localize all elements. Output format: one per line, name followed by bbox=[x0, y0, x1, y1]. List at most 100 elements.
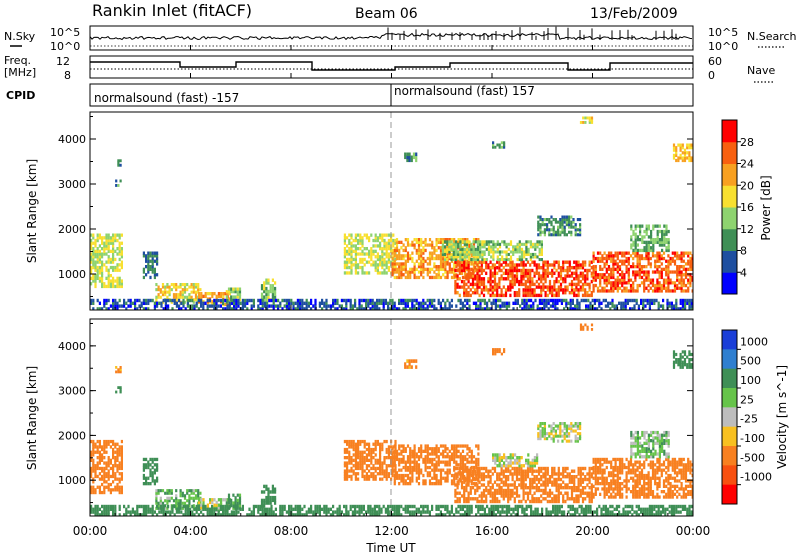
data-cell bbox=[198, 294, 201, 298]
data-cell bbox=[228, 307, 231, 310]
data-cell bbox=[667, 254, 670, 258]
data-cell bbox=[365, 464, 368, 468]
data-cell bbox=[450, 444, 454, 448]
data-cell bbox=[500, 274, 503, 278]
data-cell bbox=[463, 475, 466, 479]
data-cell bbox=[625, 281, 628, 285]
data-cell bbox=[116, 238, 119, 243]
data-cell bbox=[431, 240, 434, 244]
data-cell bbox=[629, 298, 632, 303]
data-cell bbox=[417, 449, 421, 453]
data-cell bbox=[540, 466, 543, 471]
data-cell bbox=[531, 483, 534, 487]
data-cell bbox=[270, 298, 273, 303]
data-cell bbox=[661, 243, 664, 247]
data-cell bbox=[480, 279, 483, 284]
data-cell bbox=[92, 249, 95, 253]
data-cell bbox=[461, 307, 464, 310]
data-cell bbox=[411, 465, 414, 470]
data-cell bbox=[456, 274, 459, 278]
data-cell bbox=[136, 307, 139, 310]
data-cell bbox=[684, 262, 688, 266]
data-cell bbox=[552, 225, 555, 229]
data-cell bbox=[265, 286, 268, 291]
data-cell bbox=[310, 307, 313, 310]
data-cell bbox=[263, 501, 266, 505]
data-cell bbox=[112, 255, 115, 259]
data-cell bbox=[350, 249, 353, 253]
data-cell bbox=[636, 270, 639, 274]
data-cell bbox=[503, 250, 506, 254]
data-cell bbox=[402, 301, 405, 305]
data-cell bbox=[631, 307, 634, 310]
data-cell bbox=[480, 291, 483, 295]
data-cell bbox=[581, 263, 585, 267]
data-cell bbox=[398, 248, 401, 253]
data-cell bbox=[370, 456, 373, 460]
data-cell bbox=[228, 292, 231, 296]
data-cell bbox=[398, 473, 401, 478]
data-cell bbox=[200, 298, 203, 303]
data-cell bbox=[577, 480, 580, 484]
data-cell bbox=[168, 285, 171, 289]
data-cell bbox=[524, 483, 527, 487]
data-cell bbox=[690, 298, 693, 303]
data-cell bbox=[393, 267, 396, 271]
data-cell bbox=[471, 497, 475, 501]
data-cell bbox=[318, 304, 321, 308]
data-cell bbox=[271, 284, 274, 288]
data-cell bbox=[365, 271, 368, 275]
data-cell bbox=[437, 460, 440, 464]
data-cell bbox=[566, 271, 569, 275]
data-cell bbox=[531, 480, 534, 484]
data-cell bbox=[409, 471, 412, 475]
data-cell bbox=[181, 283, 184, 287]
data-cell bbox=[634, 243, 637, 247]
data-cell bbox=[301, 307, 304, 310]
data-cell bbox=[118, 472, 121, 476]
data-cell bbox=[387, 464, 390, 468]
data-cell bbox=[579, 466, 582, 471]
data-cell bbox=[422, 301, 425, 305]
data-cell bbox=[566, 268, 569, 273]
data-cell bbox=[455, 447, 458, 451]
data-cell bbox=[90, 490, 93, 495]
data-cell bbox=[350, 456, 353, 460]
data-cell bbox=[689, 265, 692, 269]
data-cell bbox=[361, 458, 364, 462]
data-cell bbox=[590, 116, 594, 120]
data-cell bbox=[496, 247, 499, 251]
data-cell bbox=[627, 251, 630, 255]
data-cell bbox=[465, 293, 468, 298]
data-cell bbox=[576, 233, 579, 237]
data-cell bbox=[153, 275, 156, 280]
data-cell bbox=[579, 228, 582, 232]
data-cell bbox=[520, 469, 523, 473]
data-cell bbox=[400, 273, 403, 277]
data-cell bbox=[112, 474, 115, 479]
data-cell bbox=[384, 298, 387, 303]
data-cell bbox=[230, 498, 233, 502]
data-cell bbox=[343, 263, 346, 267]
data-cell bbox=[346, 472, 349, 476]
data-cell bbox=[632, 243, 635, 247]
data-cell bbox=[299, 304, 302, 308]
data-cell bbox=[454, 240, 458, 244]
data-cell bbox=[90, 276, 93, 280]
data-cell bbox=[153, 251, 156, 255]
data-cell bbox=[103, 445, 106, 449]
data-cell bbox=[574, 307, 577, 310]
data-cell bbox=[350, 255, 353, 259]
data-cell bbox=[502, 483, 505, 487]
data-cell bbox=[592, 251, 595, 255]
data-cell bbox=[314, 307, 317, 310]
data-cell bbox=[350, 439, 353, 444]
data-cell bbox=[635, 298, 638, 303]
data-cell bbox=[509, 266, 512, 270]
data-cell bbox=[632, 232, 635, 236]
data-cell bbox=[535, 285, 538, 289]
data-cell bbox=[343, 252, 346, 256]
data-cell bbox=[564, 285, 567, 289]
data-cell bbox=[112, 233, 115, 237]
data-cell bbox=[378, 301, 381, 305]
